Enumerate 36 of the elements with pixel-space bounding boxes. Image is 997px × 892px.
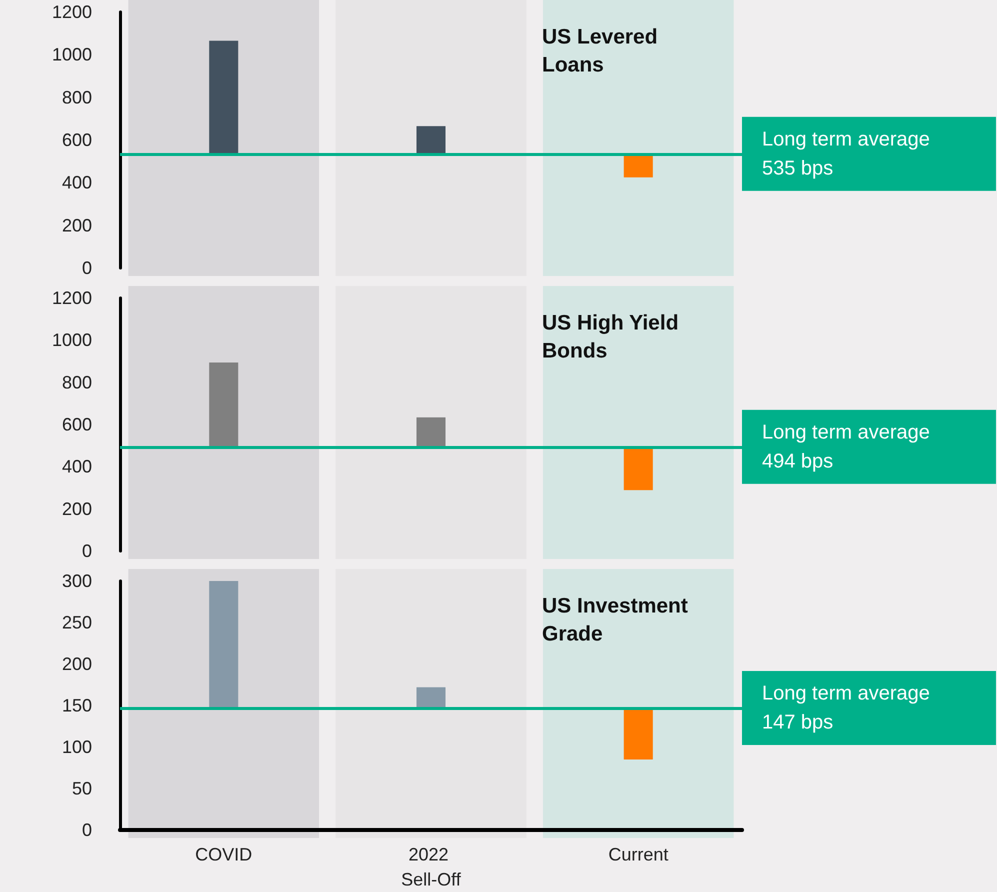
y-tick-label: 0 (82, 820, 92, 840)
y-tick-label: 250 (62, 612, 92, 632)
x-tick-label: COVID (195, 844, 252, 864)
y-tick-label: 1000 (52, 44, 92, 65)
y-tick-label: 600 (62, 414, 92, 434)
y-tick-label: 300 (62, 571, 92, 591)
text: US High Yield Bonds (542, 312, 684, 362)
y-tick-label: 400 (62, 172, 92, 193)
y-tick-label: 800 (62, 87, 92, 108)
ref-line-label: Long term average 535 bps (762, 128, 930, 180)
y-tick-label: 200 (62, 498, 92, 519)
y-tick-label: 200 (62, 654, 92, 674)
y-tick-label: 100 (62, 737, 92, 757)
ref-line-label: Long term average 147 bps (762, 682, 930, 734)
bar (416, 687, 446, 708)
y-tick-label: 1200 (52, 288, 92, 308)
y-tick-label: 1200 (52, 2, 92, 22)
y-tick-label: 600 (62, 130, 92, 150)
bar (416, 126, 446, 154)
y-tick-label: 150 (62, 696, 92, 716)
text: US Investment Grade (542, 594, 694, 646)
x-tick-label: 2022 Sell-Off (401, 844, 462, 890)
x-tick-label: Current (608, 844, 668, 864)
y-tick-label: 0 (82, 258, 92, 278)
bar (209, 362, 238, 447)
text: US Levered Loans (542, 26, 664, 76)
y-tick-label: 800 (62, 372, 92, 392)
y-tick-label: 50 (72, 778, 92, 798)
y-tick-label: 1000 (52, 330, 92, 350)
y-tick-label: 400 (62, 456, 92, 477)
y-tick-label: 200 (62, 215, 92, 236)
bar (209, 40, 238, 154)
bar (209, 581, 238, 708)
y-tick-label: 0 (82, 541, 92, 561)
bar (416, 417, 446, 447)
ref-line-label: Long term average 494 bps (762, 421, 930, 472)
